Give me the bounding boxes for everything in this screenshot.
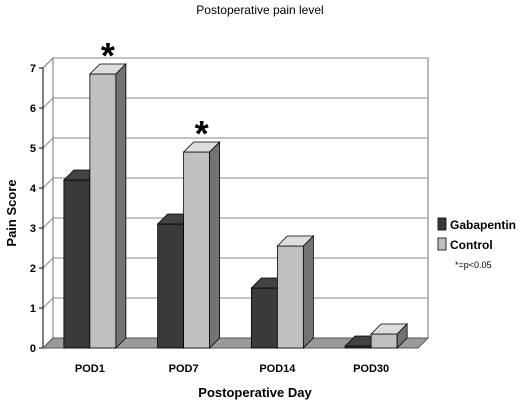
y-tick-label: 0 [30, 343, 36, 355]
legend-swatch [437, 237, 447, 251]
bar [182, 141, 221, 349]
gridline-side [42, 57, 54, 69]
bar [276, 235, 315, 349]
bar-front [183, 151, 211, 349]
significance-star: * [101, 35, 115, 76]
bar-front [250, 287, 278, 349]
bar [370, 323, 409, 349]
y-tick-label: 4 [30, 183, 37, 195]
gridline-side [42, 217, 54, 229]
legend-swatch [437, 217, 447, 231]
bar-front [63, 179, 91, 349]
significance-note: *=p<0.05 [455, 260, 492, 270]
x-tick-label: POD7 [169, 363, 199, 375]
side-wall [42, 56, 54, 350]
bar-front [157, 223, 185, 349]
gridline-side [42, 297, 54, 309]
chart-title: Postoperative pain level [196, 3, 323, 17]
x-tick-label: POD14 [259, 363, 296, 375]
y-tick-label: 5 [30, 143, 36, 155]
y-tick-label: 1 [30, 303, 36, 315]
bar-front [89, 73, 117, 349]
x-tick-label: POD1 [75, 363, 105, 375]
bar-side [115, 63, 127, 349]
gridline-side [42, 257, 54, 269]
bar-side [396, 323, 408, 349]
y-axis-label: Pain Score [4, 179, 19, 246]
bar [88, 63, 127, 349]
gridline-side [42, 137, 54, 149]
x-tick-label: POD30 [353, 363, 389, 375]
plot-area: 0 1 2 3 4 5 6 7 * POD1 * POD7 POD14 POD30 [30, 35, 430, 375]
y-tick-label: 6 [30, 103, 36, 115]
x-axis-label: Postoperative Day [198, 385, 312, 400]
gridline-side [42, 97, 54, 109]
legend-label: Gabapentin [450, 218, 516, 232]
bar-side [209, 141, 221, 349]
legend: Gabapentin Control [437, 217, 516, 252]
bar-front [370, 333, 398, 349]
y-tick-label: 3 [30, 223, 36, 235]
bar-side [302, 235, 314, 349]
gridline-side [42, 177, 54, 189]
bar-front [276, 245, 304, 349]
y-tick-label: 7 [30, 63, 36, 75]
y-tick-label: 2 [30, 263, 36, 275]
significance-star: * [195, 113, 209, 154]
legend-label: Control [450, 238, 493, 252]
